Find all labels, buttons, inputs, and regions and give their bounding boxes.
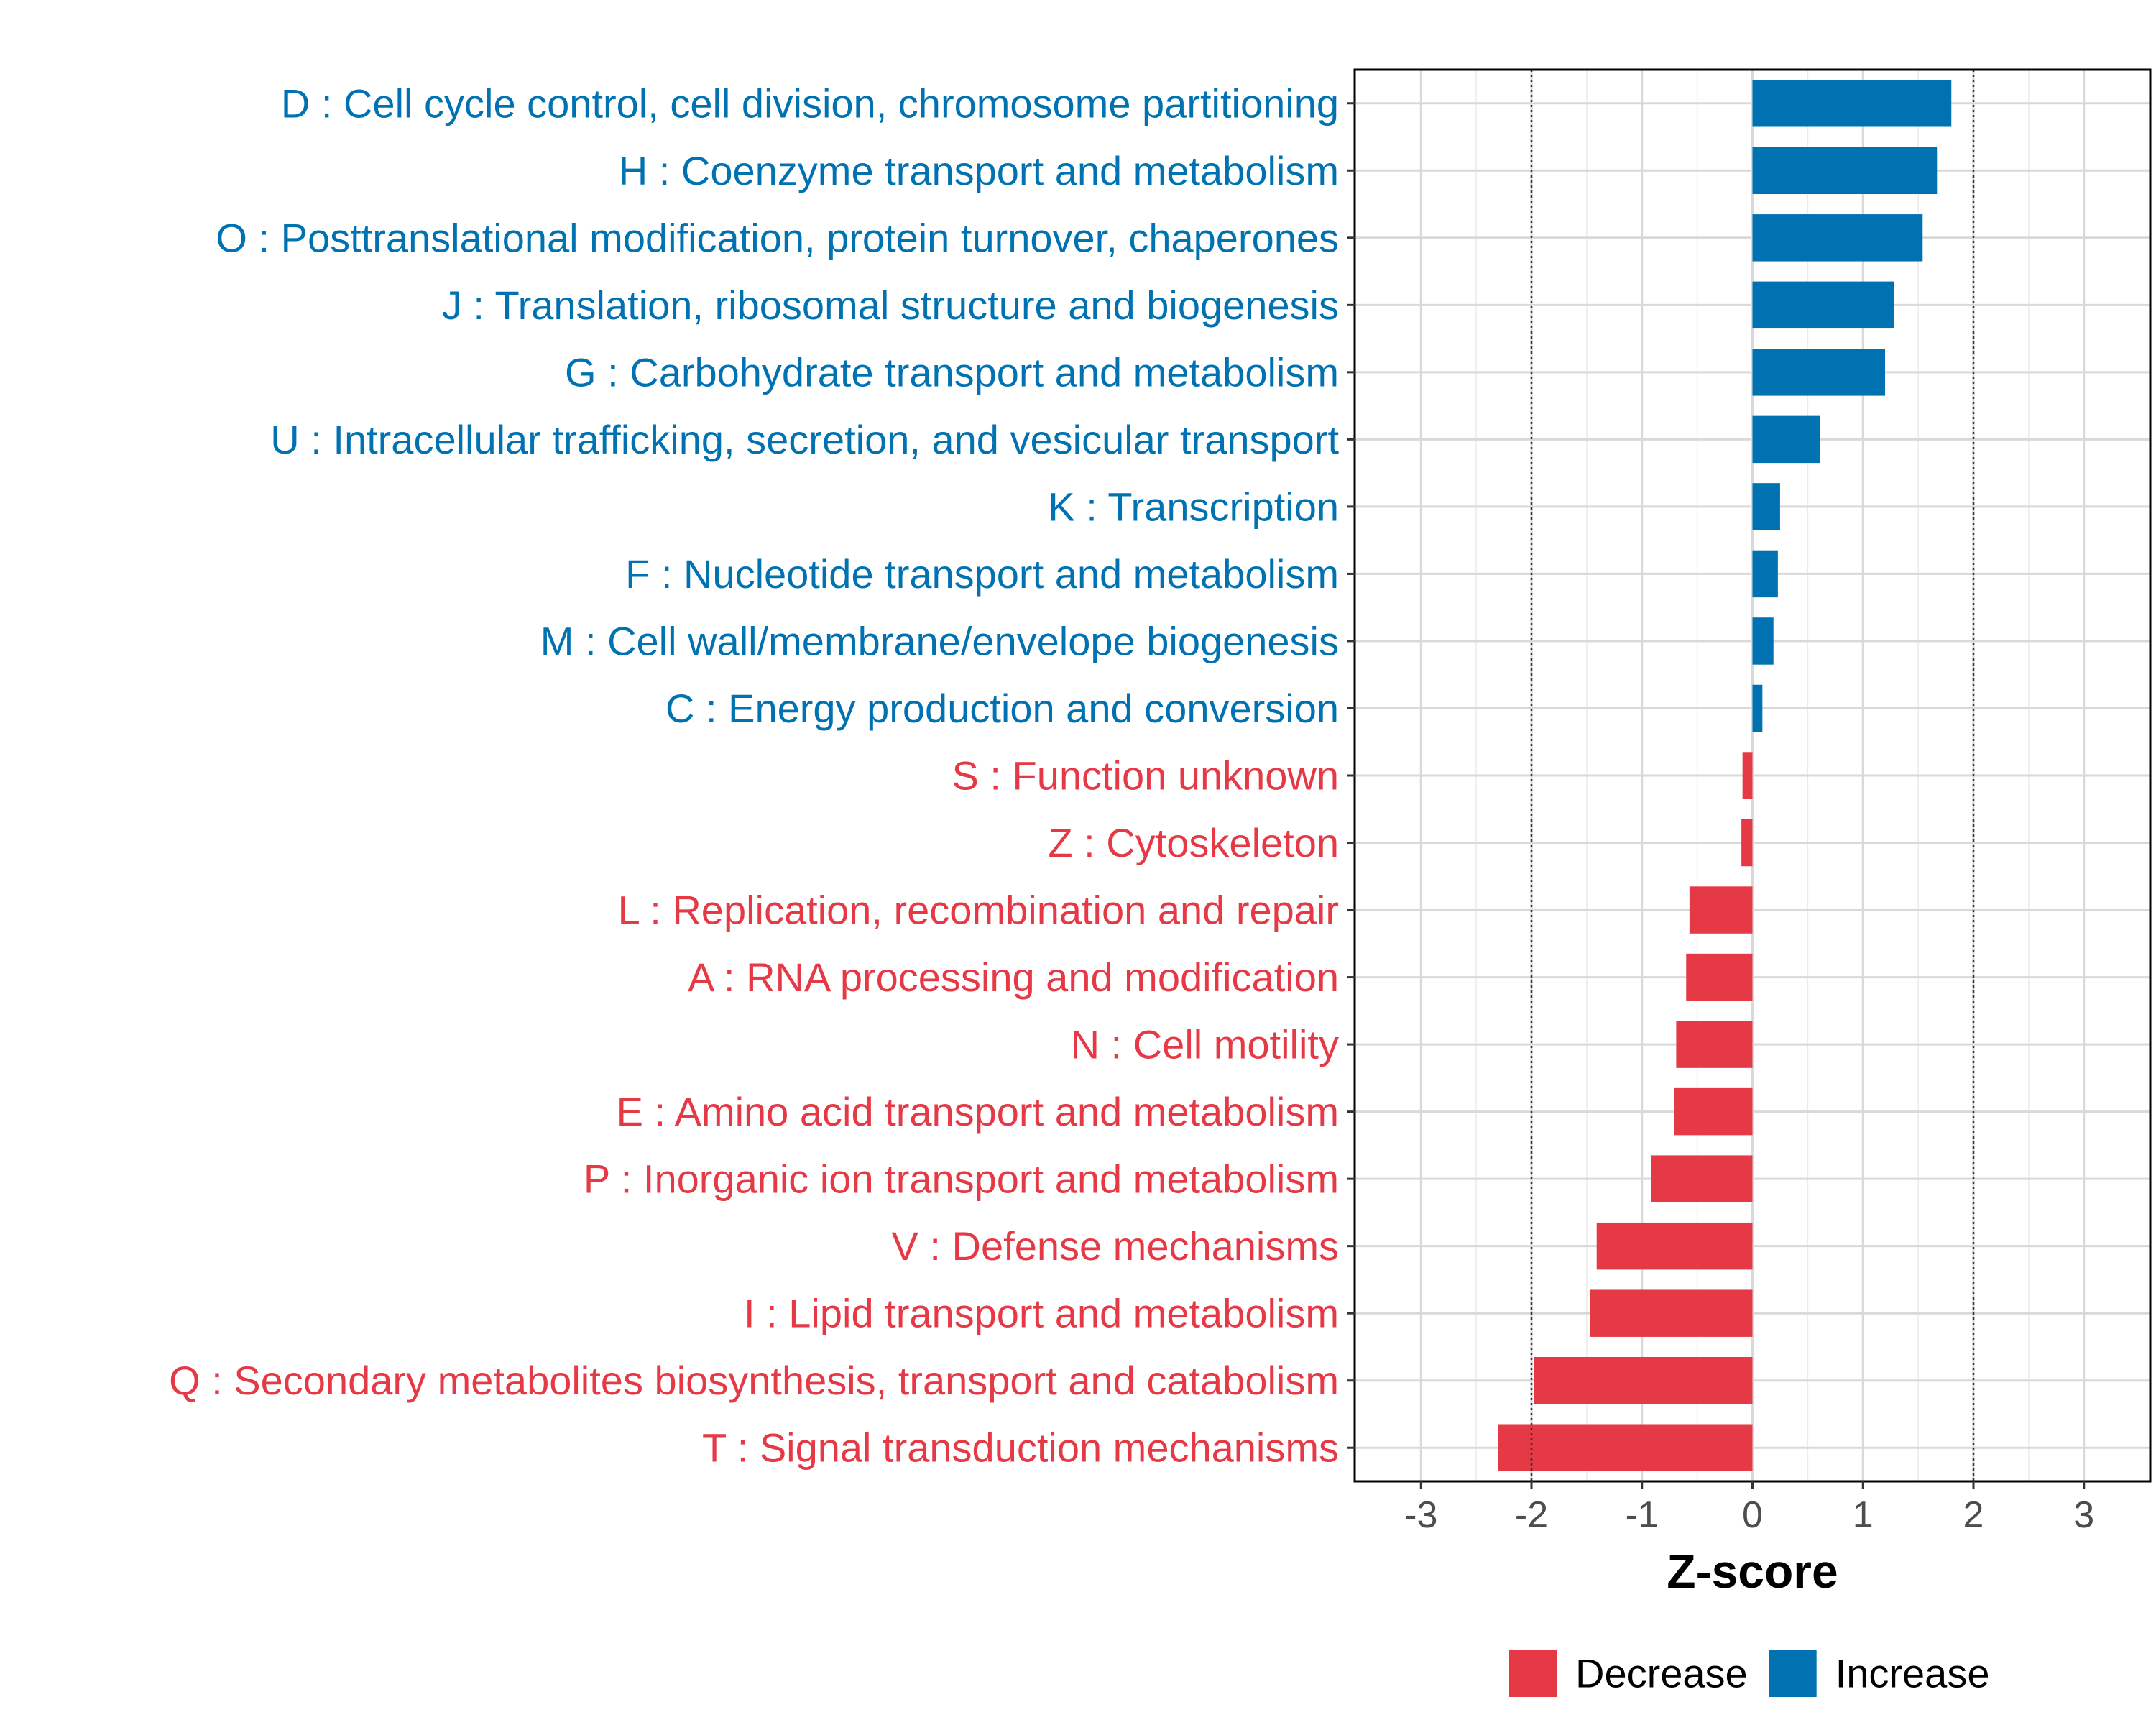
- x-axis: -3 -2 -1 0 1 2 3: [1404, 1481, 2094, 1536]
- category-label: Q : Secondary metabolites biosynthesis, …: [169, 1358, 1339, 1403]
- reference-lines: [1530, 70, 1975, 1481]
- category-label: O : Posttranslational modification, prot…: [216, 215, 1339, 260]
- category-label: F : Nucleotide transport and metabolism: [625, 551, 1339, 597]
- category-label: I : Lipid transport and metabolism: [744, 1291, 1339, 1336]
- bar: [1752, 147, 1938, 195]
- legend-key: [1769, 1650, 1817, 1697]
- bar: [1742, 752, 1753, 799]
- bar: [1689, 886, 1753, 934]
- category-label: H : Coenzyme transport and metabolism: [619, 148, 1339, 193]
- category-label: G : Carbohydrate transport and metabolis…: [565, 349, 1339, 395]
- category-label: L : Replication, recombination and repai…: [618, 888, 1339, 933]
- category-label: M : Cell wall/membrane/envelope biogenes…: [540, 618, 1339, 663]
- bar: [1752, 349, 1885, 396]
- x-tick-label: 0: [1742, 1494, 1763, 1536]
- bar: [1674, 1087, 1753, 1136]
- x-tick-label: 2: [1963, 1494, 1984, 1536]
- category-label: J : Translation, ribosomal structure and…: [442, 282, 1339, 328]
- x-tick-label: -1: [1626, 1494, 1659, 1536]
- category-label: S : Function unknown: [952, 753, 1339, 799]
- category-label: U : Intracellular trafficking, secretion…: [270, 417, 1339, 462]
- category-label: E : Amino acid transport and metabolism: [617, 1089, 1339, 1134]
- category-label: A : RNA processing and modification: [688, 954, 1339, 1000]
- bar: [1534, 1356, 1753, 1404]
- category-label: P : Inorganic ion transport and metaboli…: [584, 1156, 1339, 1202]
- bar: [1741, 819, 1753, 867]
- legend-label: Increase: [1835, 1651, 1990, 1696]
- bar: [1752, 281, 1894, 329]
- bar: [1752, 80, 1952, 127]
- category-label: K : Transcription: [1048, 484, 1339, 529]
- legend-label: Decrease: [1575, 1651, 1748, 1696]
- x-tick-label: 1: [1853, 1494, 1874, 1536]
- legend-key: [1509, 1650, 1557, 1697]
- bar: [1651, 1155, 1753, 1202]
- x-axis-title: Z-score: [1667, 1545, 1838, 1598]
- bar: [1590, 1289, 1753, 1337]
- legend: Decrease Increase: [1509, 1650, 1989, 1697]
- bar: [1752, 483, 1780, 530]
- category-label: D : Cell cycle control, cell division, c…: [281, 80, 1339, 126]
- bar: [1752, 684, 1763, 732]
- category-label: V : Defense mechanisms: [892, 1223, 1339, 1269]
- bar: [1752, 415, 1820, 464]
- bars-layer: [1498, 80, 1952, 1471]
- bar: [1686, 953, 1753, 1001]
- bar: [1752, 550, 1778, 598]
- bar: [1676, 1021, 1753, 1068]
- bar: [1752, 214, 1923, 262]
- category-label: Z : Cytoskeleton: [1048, 820, 1339, 865]
- bar: [1752, 617, 1774, 665]
- x-tick-label: 3: [2073, 1494, 2094, 1536]
- category-label: N : Cell motility: [1071, 1022, 1339, 1067]
- bar: [1596, 1222, 1753, 1270]
- x-tick-label: -2: [1515, 1494, 1548, 1536]
- bar: [1498, 1424, 1753, 1471]
- x-tick-label: -3: [1404, 1494, 1437, 1536]
- category-label: C : Energy production and conversion: [665, 686, 1339, 731]
- category-label: T : Signal transduction mechanisms: [702, 1425, 1339, 1471]
- y-axis: D : Cell cycle control, cell division, c…: [169, 80, 1355, 1471]
